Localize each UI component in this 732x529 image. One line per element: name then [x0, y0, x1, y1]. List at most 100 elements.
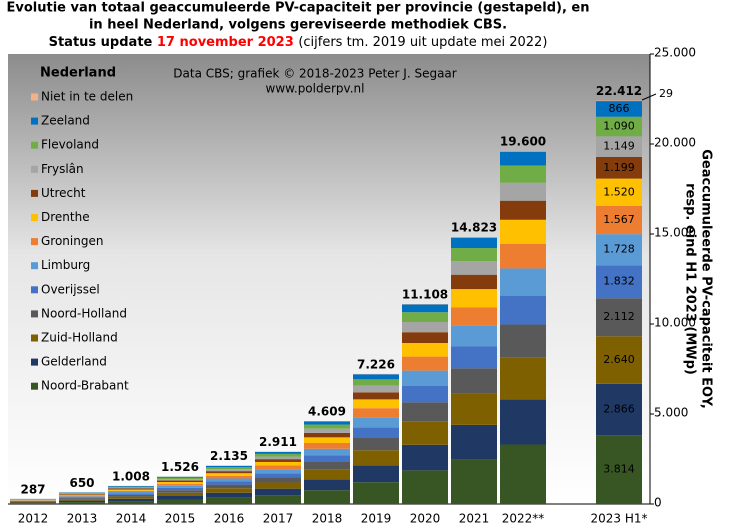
bar-segment [157, 480, 203, 483]
bar-segment [451, 393, 497, 425]
legend-swatch [31, 334, 38, 342]
bar-segment [157, 499, 203, 504]
legend-swatch [31, 310, 38, 318]
bar-segment [59, 500, 105, 503]
segment-label: 1.520 [603, 185, 635, 198]
bar-segment [402, 370, 448, 386]
bar-segment [108, 498, 154, 502]
segment-label: 1.199 [603, 161, 635, 174]
bar-segment [402, 402, 448, 422]
bar-segment [157, 487, 203, 491]
legend-label: Groningen [41, 234, 103, 248]
bar-segment [353, 399, 399, 409]
segment-label: 866 [609, 102, 630, 115]
status-suffix: (cijfers tm. 2019 uit update mei 2022) [298, 35, 547, 50]
bar-segment [500, 182, 546, 201]
bar-segment [304, 461, 350, 470]
bar-segment [402, 322, 448, 333]
bar-segment [353, 437, 399, 451]
y-tick-label: 20.000 [654, 136, 696, 150]
bar-segment [255, 473, 301, 478]
annotation: Data CBS; grafiek © 2018-2023 Peter J. S… [173, 67, 457, 81]
bar-segment [304, 442, 350, 449]
bar-segment [255, 456, 301, 460]
bar-segment [596, 100, 642, 102]
bar-segment [353, 385, 399, 393]
bar-segment [157, 492, 203, 497]
legend-label: Fryslân [41, 162, 84, 176]
bar-segment [451, 325, 497, 347]
bar-segment [353, 482, 399, 504]
bar-segment [500, 243, 546, 269]
total-label: 287 [20, 482, 45, 496]
bar-segment [304, 490, 350, 504]
x-tick-label: 2013 [67, 512, 98, 526]
bar-segment [206, 465, 252, 468]
bar-segment [108, 487, 154, 489]
bar-segment [451, 346, 497, 369]
bar-segment [596, 156, 642, 179]
niet-label: 29 [659, 87, 673, 100]
niet-leader [641, 93, 657, 101]
bar-segment [353, 374, 399, 380]
bar-segment [596, 234, 642, 266]
bar-segment [304, 421, 350, 425]
bar-segment [304, 448, 350, 456]
y-tick-label: 5.000 [654, 406, 688, 420]
bar-segment [353, 408, 399, 418]
legend-label: Flevoland [41, 138, 99, 152]
bar-segment [157, 479, 203, 481]
total-label: 2.911 [259, 435, 297, 449]
bar-segment [402, 385, 448, 403]
status-prefix: Status update [49, 35, 153, 50]
bar-segment [596, 205, 642, 235]
y-axis-label: Geaccumuleerde PV-capaciteit EOY, [699, 149, 714, 409]
legend-label: Limburg [41, 258, 90, 272]
bar-segment [596, 336, 642, 384]
title: Evolutie van totaal geaccumuleerde PV-ca… [7, 1, 590, 16]
bar-segment [59, 499, 105, 501]
bar-segment [157, 482, 203, 484]
bar-segment [255, 461, 301, 466]
bar-segment [206, 497, 252, 504]
bar-segment [59, 495, 105, 497]
bar-segment [59, 494, 105, 496]
legend-swatch [31, 189, 38, 197]
bar-segment [108, 488, 154, 490]
bar-segment [402, 444, 448, 471]
x-tick-label: 2023 H1* [590, 512, 647, 526]
bar-segment [59, 498, 105, 500]
bar-segment [304, 437, 350, 443]
legend-label: Noord-Holland [41, 306, 127, 320]
y-axis-label: resp. eind H1 2023 (MWp) [683, 183, 698, 375]
y-tick-label: 15.000 [654, 226, 696, 240]
segment-label: 2.640 [603, 353, 635, 366]
bar-segment [304, 432, 350, 438]
bar-segment [500, 324, 546, 358]
bar-segment [108, 486, 154, 487]
bar-segment [596, 136, 642, 157]
legend-swatch [31, 358, 38, 366]
total-label: 7.226 [357, 357, 395, 371]
x-tick-label: 2016 [214, 512, 245, 526]
legend-label: Gelderland [41, 355, 107, 369]
total-label: 1.526 [161, 460, 199, 474]
segment-label: 1.567 [603, 213, 635, 226]
bar-segment [500, 357, 546, 400]
y-tick-label: 25.000 [654, 46, 696, 60]
bar-segment [353, 379, 399, 386]
bar-segment [596, 101, 642, 117]
bar-segment [255, 459, 301, 462]
bar-segment [500, 295, 546, 325]
legend-label: Niet in te delen [41, 90, 133, 104]
x-tick-label: 2017 [263, 512, 294, 526]
bar-segment [451, 289, 497, 308]
bar-segment [304, 428, 350, 433]
bar-segment [157, 496, 203, 500]
legend-label: Zeeland [41, 114, 90, 128]
segment-label: 1.090 [603, 120, 635, 133]
bar-segment [353, 450, 399, 466]
bar-segment [596, 435, 642, 504]
legend-title: Nederland [40, 66, 116, 81]
bar-segment [451, 237, 497, 249]
